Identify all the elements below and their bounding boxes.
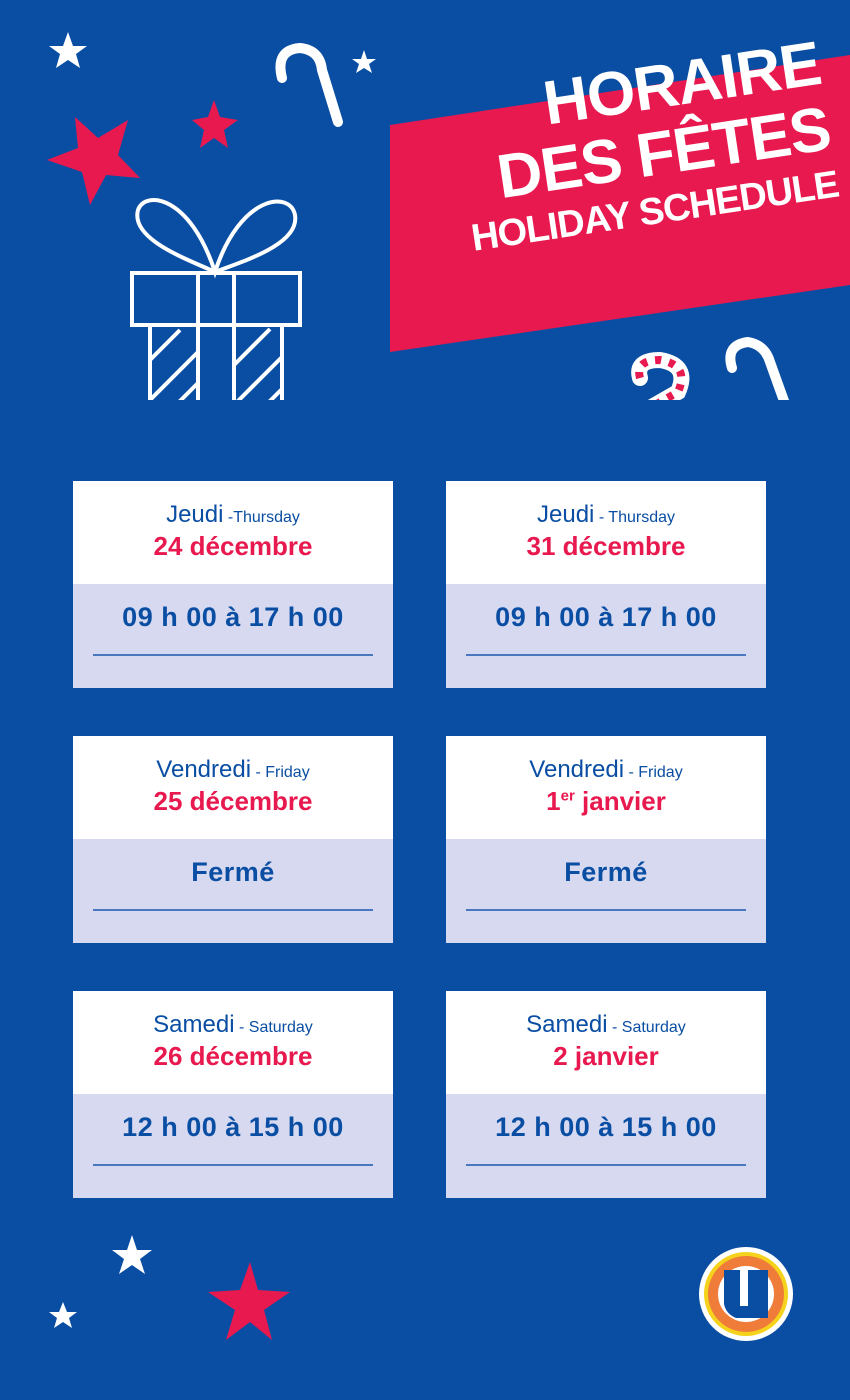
star-icon [49, 32, 87, 68]
card-header: Vendredi - Friday 25 décembre [73, 736, 393, 839]
gift-icon [130, 198, 302, 400]
candy-cane-icon [631, 351, 690, 400]
day-en: - Friday [624, 764, 683, 781]
hours: Fermé [564, 857, 648, 887]
day-fr: Samedi [153, 1011, 235, 1038]
star-icon [49, 1302, 77, 1328]
card-header: Jeudi - Thursday 31 décembre [446, 481, 766, 584]
day-fr: Vendredi [529, 756, 625, 783]
divider [93, 909, 373, 911]
decorations [47, 32, 850, 400]
star-icon [352, 50, 376, 73]
star-icon [208, 1262, 290, 1340]
day-en: -Thursday [223, 509, 300, 526]
date-text: 26 décembre [153, 1041, 313, 1071]
date: 26 décembre [73, 1041, 393, 1072]
schedule-card: Jeudi -Thursday 24 décembre 09 h 00 à 17… [73, 481, 393, 688]
day-fr: Jeudi [166, 501, 224, 528]
hours: 12 h 00 à 15 h 00 [495, 1112, 717, 1142]
divider [466, 909, 746, 911]
date-text: 24 décembre [153, 531, 313, 561]
divider [466, 1164, 746, 1166]
star-icon [112, 1235, 152, 1274]
card-hours: Fermé [446, 839, 766, 943]
schedule-card: Vendredi - Friday 1er janvier Fermé [446, 736, 766, 943]
bottom-decorations [49, 1235, 793, 1341]
date-suffix: er [560, 787, 575, 805]
date: 24 décembre [73, 531, 393, 562]
candy-cane-icon [635, 355, 686, 400]
hours: 09 h 00 à 17 h 00 [495, 602, 717, 632]
hours: 09 h 00 à 17 h 00 [122, 602, 344, 632]
day-en: - Thursday [594, 509, 675, 526]
schedule-card: Vendredi - Friday 25 décembre Fermé [73, 736, 393, 943]
divider [93, 654, 373, 656]
card-hours: 12 h 00 à 15 h 00 [73, 1094, 393, 1198]
date-text: 25 décembre [153, 786, 313, 816]
candy-cane-icon [725, 336, 789, 400]
date-text: 2 janvier [553, 1041, 659, 1071]
date: 31 décembre [446, 531, 766, 562]
date: 1er janvier [446, 786, 766, 817]
day-en: - Saturday [607, 1019, 686, 1036]
schedule-card: Samedi - Saturday 2 janvier 12 h 00 à 15… [446, 991, 766, 1198]
hours: 12 h 00 à 15 h 00 [122, 1112, 344, 1142]
day-fr: Samedi [526, 1011, 608, 1038]
day-fr: Vendredi [156, 756, 252, 783]
date-text: janvier [574, 786, 666, 816]
schedule-card: Jeudi - Thursday 31 décembre 09 h 00 à 1… [446, 481, 766, 688]
divider [466, 654, 746, 656]
card-hours: 09 h 00 à 17 h 00 [73, 584, 393, 688]
candy-cane-icon [275, 42, 343, 127]
divider [93, 1164, 373, 1166]
schedule-card: Samedi - Saturday 26 décembre 12 h 00 à … [73, 991, 393, 1198]
star-icon [47, 117, 140, 205]
card-header: Jeudi -Thursday 24 décembre [73, 481, 393, 584]
day-en: - Saturday [234, 1019, 313, 1036]
logo [699, 1247, 793, 1341]
day-fr: Jeudi [537, 501, 595, 528]
card-header: Samedi - Saturday 2 janvier [446, 991, 766, 1094]
day-en: - Friday [251, 764, 310, 781]
hours: Fermé [191, 857, 275, 887]
card-header: Vendredi - Friday 1er janvier [446, 736, 766, 839]
card-hours: Fermé [73, 839, 393, 943]
date: 25 décembre [73, 786, 393, 817]
date-number: 1 [546, 786, 561, 816]
date-text: 31 décembre [526, 531, 686, 561]
star-icon [192, 100, 238, 148]
card-hours: 09 h 00 à 17 h 00 [446, 584, 766, 688]
card-hours: 12 h 00 à 15 h 00 [446, 1094, 766, 1198]
banner-ribbon [390, 55, 850, 352]
card-header: Samedi - Saturday 26 décembre [73, 991, 393, 1094]
date: 2 janvier [446, 1041, 766, 1072]
